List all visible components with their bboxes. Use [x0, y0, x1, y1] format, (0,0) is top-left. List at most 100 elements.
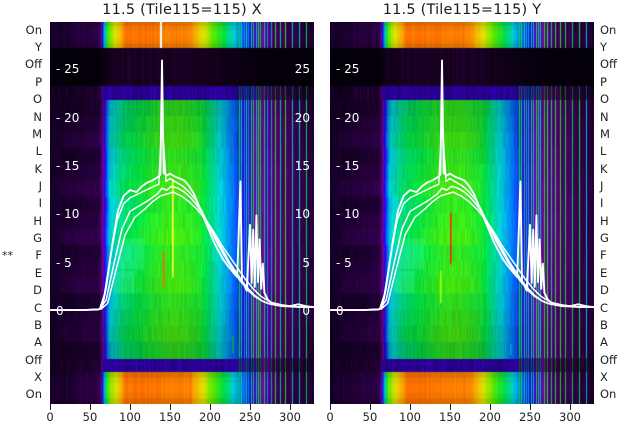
trace-profile-2 — [50, 117, 314, 311]
row-label-right-i-10: I — [600, 196, 604, 211]
y-tick-label-left-left-15: - 15 — [56, 158, 80, 173]
x-tick-label-right-250: 250 — [519, 410, 541, 424]
x-tick-label-left-300: 300 — [279, 410, 301, 424]
row-label-left-n-5: N — [33, 109, 42, 124]
y-tick-label-left-right-5: 5 — [302, 255, 310, 270]
x-tick-label-left-250: 250 — [239, 410, 261, 424]
x-tick-mark-left-100 — [130, 404, 131, 410]
x-tick-mark-right-300 — [570, 404, 571, 410]
row-label-right-j-9: J — [600, 178, 604, 193]
x-axis-left: 0 50 100 150 200 250 300 — [46, 404, 314, 438]
row-label-left-b-17: B — [34, 317, 42, 332]
row-label-left-j-9: J — [38, 178, 42, 193]
trace-profile-3 — [50, 185, 314, 311]
row-label-left-e-14: E — [34, 265, 42, 280]
row-label-left-g-12: G — [33, 231, 42, 246]
row-label-right-e-14: E — [600, 265, 608, 280]
x-tick-label-right-100: 100 — [399, 410, 421, 424]
row-label-right-off-19: Off — [600, 352, 617, 367]
y-tick-label-left-right-15: 15 — [294, 158, 310, 173]
heatmap-image-right — [330, 22, 594, 404]
y-tick-label-left-left-25: - 25 — [56, 62, 80, 77]
y-tick-label-left-left-0: 0 — [56, 304, 64, 318]
row-label-right-y-1: Y — [600, 40, 608, 55]
x-tick-label-left-200: 200 — [199, 410, 221, 424]
x-tick-mark-right-100 — [410, 404, 411, 410]
x-tick-mark-right-150 — [450, 404, 451, 410]
y-tick-label-left-left-10: - 10 — [56, 207, 80, 222]
row-labels-right: On Y Off P O N M L K J I H G F E D C B A Off X On — [594, 22, 640, 404]
row-marker-asterisks: ** — [2, 249, 13, 263]
y-tick-label-left-left-5: - 5 — [56, 255, 72, 270]
x-tick-label-right-300: 300 — [559, 410, 581, 424]
panel-title-right: 11.5 (Tile115=115) Y — [382, 2, 542, 18]
row-label-right-n-5: N — [600, 109, 609, 124]
x-tick-label-left-150: 150 — [159, 410, 181, 424]
row-label-left-h-11: H — [33, 213, 42, 228]
y-tick-label-right-left-15: - 15 — [336, 158, 360, 173]
x-tick-label-left-0: 0 — [46, 410, 54, 424]
y-tick-label-right-left-10: - 10 — [336, 207, 360, 222]
row-label-left-o-4: O — [32, 92, 42, 107]
row-label-right-d-15: D — [600, 283, 609, 298]
x-tick-mark-left-150 — [170, 404, 171, 410]
row-labels-left: On Y Off P O N M L K J I H G F ** E D C B A Off X On — [0, 22, 48, 404]
row-label-right-on-0: On — [600, 22, 617, 37]
row-label-left-x-20: X — [34, 369, 42, 384]
y-tick-label-right-left-0: 0 — [336, 304, 344, 318]
x-axis-right: 0 50 100 150 200 250 300 — [326, 404, 594, 438]
x-tick-mark-left-300 — [290, 404, 291, 410]
x-tick-mark-right-250 — [530, 404, 531, 410]
y-tick-label-left-right-20: 20 — [294, 110, 310, 125]
y-tick-label-left-right-0: 0 — [302, 304, 310, 318]
row-label-right-m-6: M — [600, 126, 610, 141]
trace-profile-3 — [330, 185, 594, 311]
row-label-left-d-15: D — [33, 283, 42, 298]
y-tick-label-right-left-25: - 25 — [336, 62, 360, 77]
trace-profile-4 — [50, 191, 314, 311]
row-label-left-l-7: L — [35, 144, 42, 159]
row-label-left-y-1: Y — [34, 40, 42, 55]
x-tick-mark-right-50 — [370, 404, 371, 410]
row-label-right-a-18: A — [600, 335, 608, 350]
overlay-traces-right — [330, 59, 594, 312]
row-label-right-p-3: P — [600, 74, 607, 89]
x-tick-label-left-50: 50 — [82, 410, 98, 424]
x-tick-label-left-100: 100 — [119, 410, 141, 424]
x-tick-mark-right-0 — [330, 404, 331, 410]
trace-profile-1 — [330, 59, 594, 312]
row-label-right-b-17: B — [600, 317, 608, 332]
heatmap-image-left — [50, 22, 314, 404]
x-tick-mark-left-0 — [50, 404, 51, 410]
y-tick-label-left-right-10: 10 — [294, 207, 310, 222]
row-label-left-off-19: Off — [25, 352, 42, 367]
row-label-left-off-2: Off — [25, 57, 42, 72]
row-label-left-c-16: C — [33, 300, 42, 315]
y-tick-label-right-left-20: - 20 — [336, 110, 360, 125]
x-tick-mark-left-200 — [210, 404, 211, 410]
overlay-traces-left — [50, 59, 314, 312]
trace-profile-4 — [330, 191, 594, 311]
x-tick-mark-right-200 — [490, 404, 491, 410]
row-label-right-h-11: H — [600, 213, 609, 228]
row-label-right-k-8: K — [600, 161, 608, 176]
row-label-right-f-13: F — [600, 248, 607, 263]
row-label-left-a-18: A — [34, 335, 42, 350]
panel-title-left: 11.5 (Tile115=115) X — [102, 2, 262, 18]
x-tick-mark-left-50 — [90, 404, 91, 410]
row-label-right-c-16: C — [600, 300, 609, 315]
row-label-right-off-2: Off — [600, 57, 617, 72]
row-label-right-on-21: On — [600, 387, 617, 402]
y-tick-label-left-right-25: 25 — [294, 62, 310, 77]
x-tick-label-right-150: 150 — [439, 410, 461, 424]
heatmap-panel-right[interactable]: 0 - 5 - 10 - 15 - 20 - 25 — [330, 22, 594, 404]
row-label-right-l-7: L — [600, 144, 607, 159]
heatmap-panel-left[interactable]: 0 0 - 5 5 - 10 10 - 15 15 - 20 20 - 25 25 — [50, 22, 314, 404]
trace-profile-1 — [50, 59, 314, 312]
x-tick-label-right-0: 0 — [326, 410, 334, 424]
trace-profile-2 — [330, 117, 594, 311]
row-label-right-o-4: O — [600, 92, 610, 107]
x-tick-mark-left-250 — [250, 404, 251, 410]
x-tick-label-right-200: 200 — [479, 410, 501, 424]
